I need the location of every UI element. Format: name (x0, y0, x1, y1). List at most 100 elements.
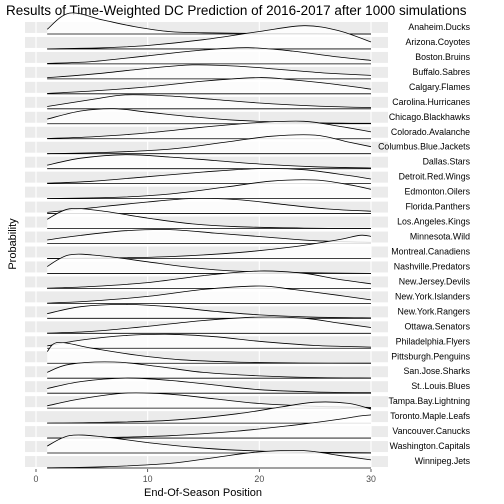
row-band (25, 22, 388, 33)
ridge-area-Buffalo.Sabres (47, 64, 371, 79)
ridge-line-Arizona.Coyotes (47, 25, 372, 50)
team-label: St..Louis.Blues (411, 381, 470, 391)
team-label: Arizona.Coyotes (405, 37, 470, 47)
team-label: Boston.Bruins (415, 52, 470, 62)
ridge-area-Columbus.Blue.Jackets (47, 134, 371, 154)
chart-title: Results of Time-Weighted DC Prediction o… (6, 3, 467, 18)
ridge-area-Arizona.Coyotes (47, 25, 371, 49)
team-label: Calgary.Flames (409, 82, 471, 92)
x-tick-label: 20 (254, 474, 264, 484)
row-band (25, 426, 388, 438)
ridge-area-Toronto.Maple.Leafs (47, 401, 371, 424)
x-axis-label: End-Of-Season Position (144, 487, 262, 499)
ridge-area-Anaheim.Ducks (47, 12, 371, 34)
ridge-line-New.Jersey.Devils (47, 270, 372, 289)
ridge-line-Nashville.Predators (47, 253, 372, 274)
ridge-line-Minnesota.Wild (47, 229, 372, 243)
team-label: San.Jose.Sharks (403, 366, 470, 376)
team-label: Detroit.Red.Wings (399, 172, 471, 182)
row-band (25, 351, 388, 363)
ridge-area-Pittsburgh.Penguins (47, 342, 371, 364)
team-label: Philadelphia.Flyers (396, 336, 471, 346)
ridge-area-New.York.Islanders (47, 286, 371, 304)
team-label: Minnesota.Wild (410, 232, 470, 242)
team-label: Chicago.Blackhawks (389, 112, 471, 122)
row-band (25, 441, 388, 453)
team-labels: Anaheim.Ducks Arizona.Coyotes Boston.Bruin… (378, 22, 471, 466)
ridge-line-Boston.Bruins (47, 47, 372, 64)
team-label: Vancouver.Canucks (392, 426, 470, 436)
ridge-area-Edmonton.Oilers (47, 179, 371, 199)
x-axis-ticks: 0 10 20 30 (34, 469, 376, 484)
team-label: Colorado.Avalanche (391, 127, 470, 137)
team-label: Los.Angeles.Kings (397, 217, 470, 227)
ridge-line-San.Jose.Sharks (47, 361, 372, 379)
team-label: New.York.Islanders (395, 291, 471, 301)
ridge-area-Winnipeg.Jets (47, 450, 371, 468)
ridge-area-Los.Angeles.Kings (47, 208, 371, 229)
ridge-area-Chicago.Blackhawks (47, 108, 371, 124)
team-label: New.Jersey.Devils (399, 276, 471, 286)
team-label: Buffalo.Sabres (412, 67, 470, 77)
ridge-area-Vancouver.Canucks (47, 414, 371, 439)
ridge-area-New.York.Rangers (47, 304, 371, 319)
ridge-line-Columbus.Blue.Jackets (47, 134, 372, 155)
ridge-area-St..Louis.Blues (47, 378, 371, 394)
ridges (46, 12, 372, 469)
row-band (25, 111, 388, 123)
ridge-line-Los.Angeles.Kings (47, 208, 372, 229)
x-tick-label: 10 (143, 474, 153, 484)
ridge-line-St..Louis.Blues (47, 377, 372, 394)
ridge-area-Carolina.Hurricanes (47, 94, 371, 109)
team-label: Columbus.Blue.Jackets (378, 142, 471, 152)
team-label: New.York.Rangers (397, 306, 470, 316)
row-band (25, 411, 388, 423)
ridge-area-Tampa.Bay.Lightning (47, 392, 371, 409)
ridge-line-Philadelphia.Flyers (47, 333, 372, 348)
ridge-area-Minnesota.Wild (47, 229, 371, 244)
ridge-line-Toronto.Maple.Leafs (47, 401, 372, 424)
ridge-area-Montreal.Canadiens (47, 235, 371, 259)
team-label: Montreal.Canadiens (391, 247, 470, 257)
ridge-area-Washington.Capitals (47, 434, 371, 454)
team-label: Dallas.Stars (423, 157, 471, 167)
team-label: Ottawa.Senators (404, 321, 470, 331)
team-label: Carolina.Hurricanes (392, 97, 470, 107)
ridge-line-Detroit.Red.Wings (47, 168, 372, 184)
y-axis-label: Probability (7, 218, 19, 270)
ridge-line-Colorado.Avalanche (47, 120, 372, 139)
team-label: Pittsburgh.Penguins (391, 351, 470, 361)
row-band (25, 261, 388, 273)
ridge-line-Calgary.Flames (47, 77, 372, 94)
ridge-area-Nashville.Predators (47, 254, 371, 274)
ridge-area-Colorado.Avalanche (47, 121, 371, 139)
row-band (25, 216, 388, 228)
ridge-area-San.Jose.Sharks (47, 361, 371, 379)
ridge-line-Florida.Panthers (47, 197, 372, 213)
x-tick-label: 30 (366, 474, 376, 484)
ridge-area-Florida.Panthers (47, 198, 371, 214)
ridge-area-Boston.Bruins (47, 47, 371, 64)
ridge-area-Calgary.Flames (47, 77, 371, 94)
ridge-line-Ottawa.Senators (47, 316, 372, 334)
x-tick-label: 0 (34, 474, 39, 484)
ridge-area-Ottawa.Senators (47, 316, 371, 334)
row-band (25, 246, 388, 258)
team-label: Toronto.Maple.Leafs (390, 411, 470, 421)
team-label: Washington.Capitals (390, 441, 471, 451)
team-label: Anaheim.Ducks (408, 22, 470, 32)
ridge-area-Philadelphia.Flyers (47, 334, 371, 349)
team-label: Tampa.Bay.Lightning (388, 396, 470, 406)
team-label: Nashville.Predators (394, 261, 471, 271)
ridge-line-Buffalo.Sabres (47, 64, 372, 79)
row-band (25, 366, 388, 378)
team-label: Florida.Panthers (405, 202, 470, 212)
team-label: Winnipeg.Jets (415, 456, 471, 466)
ridge-line-Carolina.Hurricanes (47, 94, 372, 108)
ridge-area-Dallas.Stars (47, 154, 371, 169)
ridge-line-Edmonton.Oilers (47, 179, 372, 199)
ridge-area-New.Jersey.Devils (47, 270, 371, 289)
ridge-line-Dallas.Stars (47, 154, 372, 169)
ridge-line-New.York.Islanders (47, 285, 372, 304)
